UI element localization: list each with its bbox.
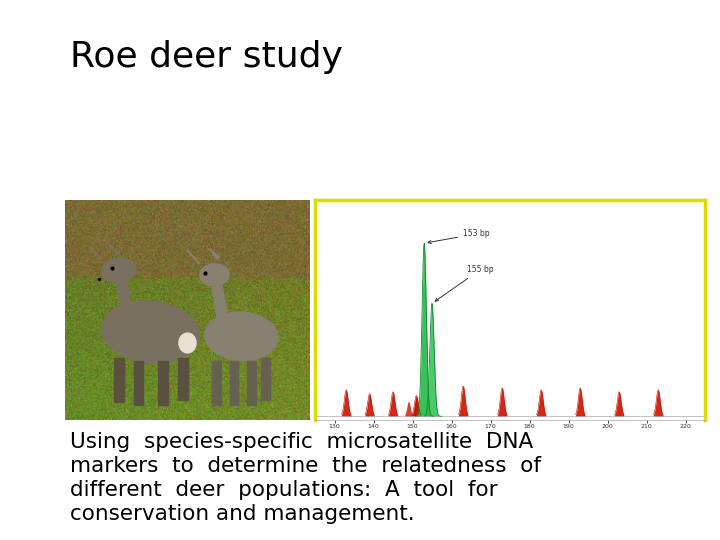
Polygon shape <box>212 284 227 316</box>
Text: 155 bp: 155 bp <box>435 265 494 301</box>
Text: markers  to  determine  the  relatedness  of: markers to determine the relatedness of <box>70 456 541 476</box>
Text: conservation and management.: conservation and management. <box>70 504 415 524</box>
Ellipse shape <box>179 333 196 353</box>
Ellipse shape <box>102 301 199 363</box>
Polygon shape <box>134 361 143 404</box>
Text: Roe deer study: Roe deer study <box>70 40 343 74</box>
Polygon shape <box>247 361 256 404</box>
Ellipse shape <box>102 258 136 282</box>
Polygon shape <box>109 244 119 255</box>
Text: 153 bp: 153 bp <box>428 230 490 244</box>
Polygon shape <box>261 359 270 400</box>
Text: Using  species-specific  microsatellite  DNA: Using species-specific microsatellite DN… <box>70 432 534 452</box>
Polygon shape <box>158 361 168 404</box>
Polygon shape <box>212 361 221 404</box>
Polygon shape <box>89 246 102 259</box>
Polygon shape <box>114 359 124 402</box>
Text: different  deer  populations:  A  tool  for: different deer populations: A tool for <box>70 480 498 500</box>
Ellipse shape <box>204 312 278 361</box>
Polygon shape <box>117 277 131 310</box>
Polygon shape <box>230 361 238 404</box>
Polygon shape <box>210 248 220 259</box>
Polygon shape <box>187 251 199 264</box>
Ellipse shape <box>199 264 229 286</box>
Polygon shape <box>178 359 187 400</box>
